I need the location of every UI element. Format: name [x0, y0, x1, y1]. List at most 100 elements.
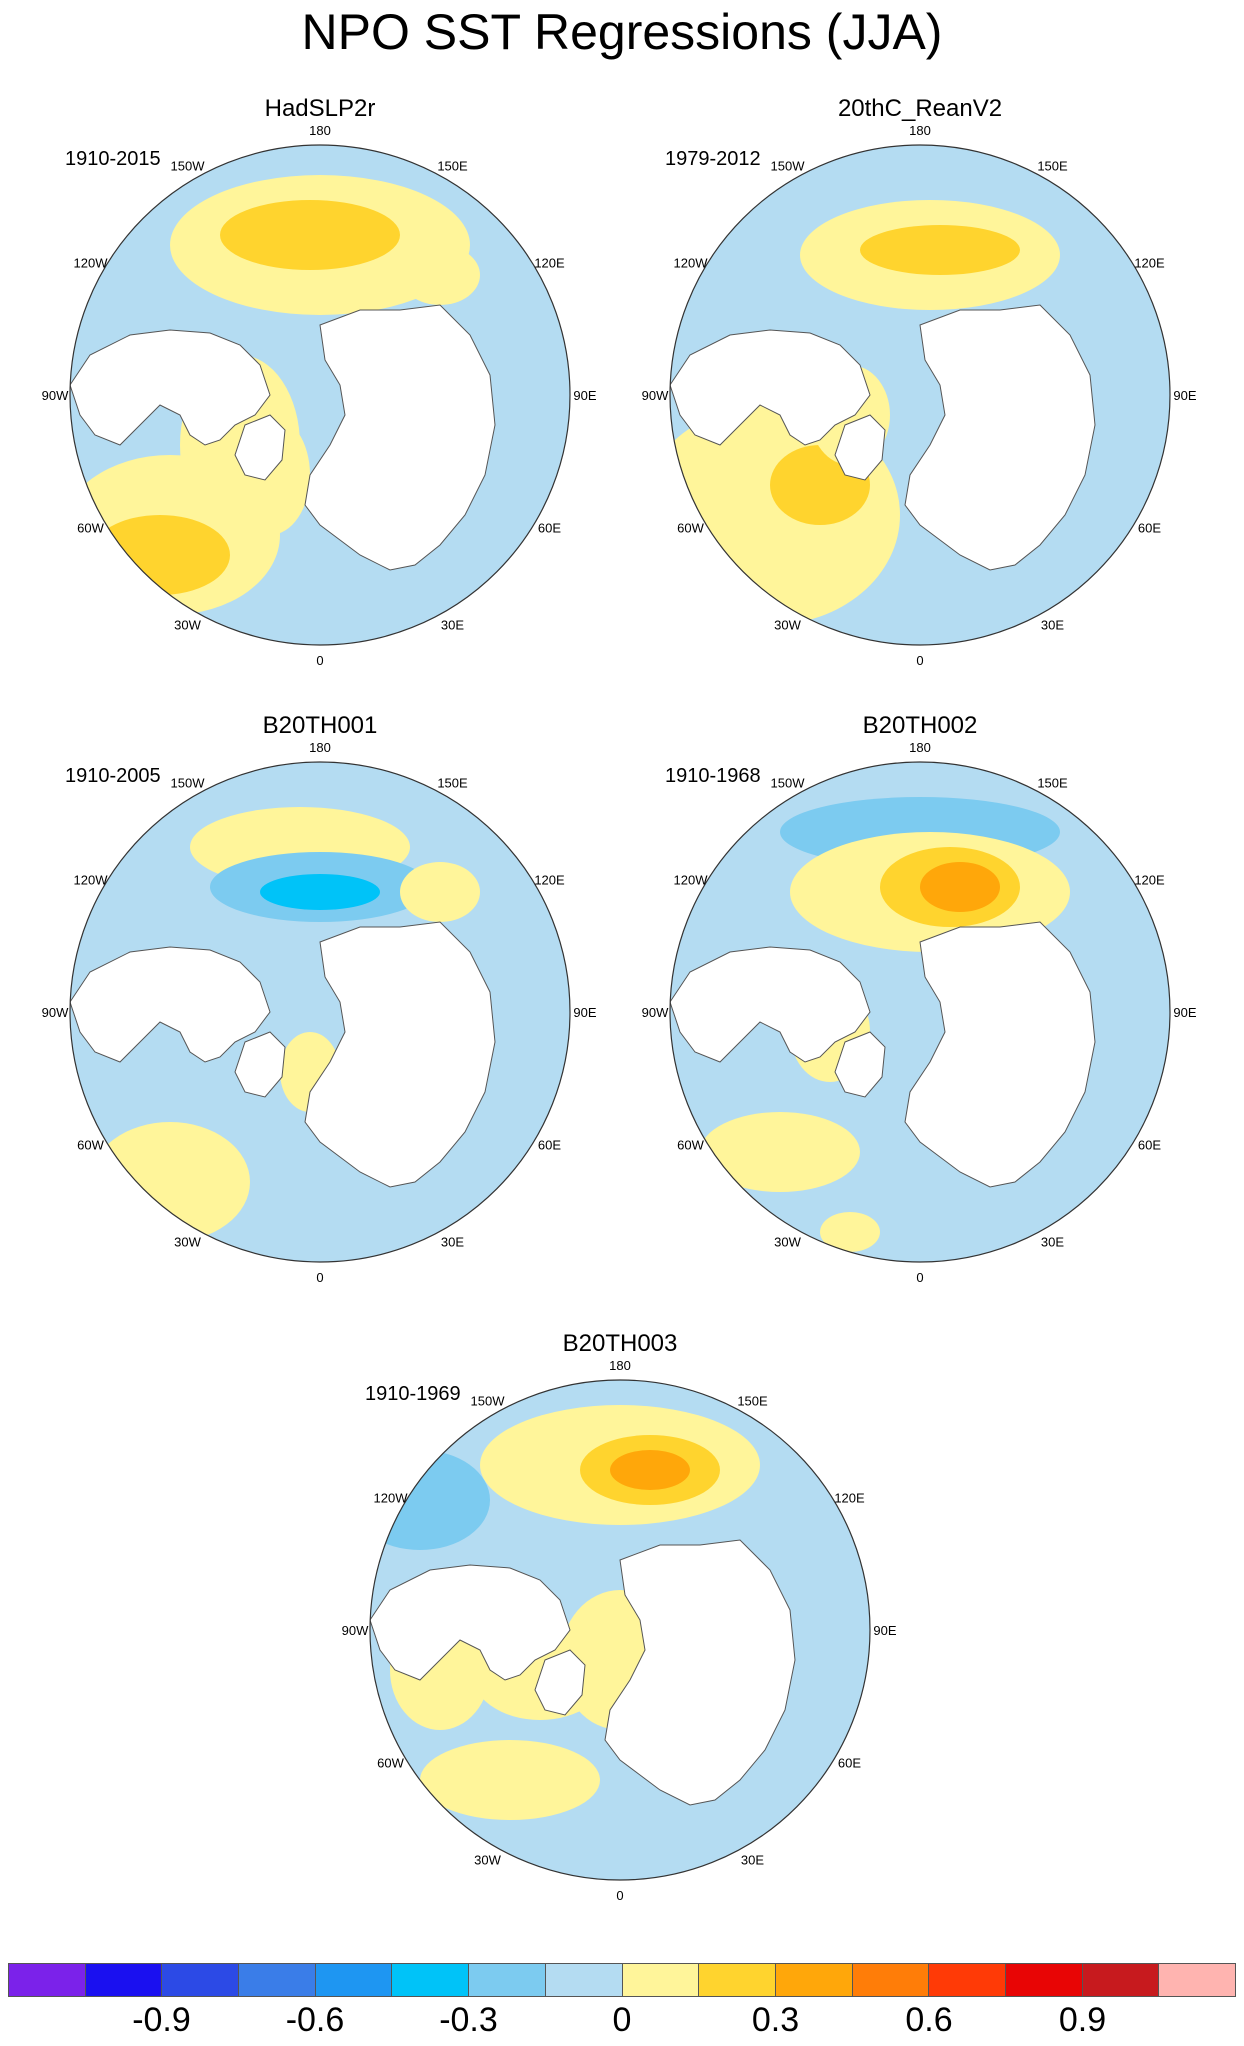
- sst-anomaly-region: [610, 1450, 690, 1490]
- panel-title: 20thC_ReanV2: [837, 95, 1003, 122]
- sst-anomaly-region: [920, 862, 1000, 912]
- longitude-label: 180: [909, 740, 931, 755]
- colorbar-swatch: [9, 1964, 86, 1996]
- longitude-label: 120E: [1134, 256, 1165, 271]
- land-mass: [70, 329, 271, 446]
- panel-period: 1910-2015: [65, 148, 161, 170]
- longitude-label: 90W: [42, 1005, 69, 1020]
- longitude-label: 60E: [538, 1138, 561, 1153]
- longitude-label: 120W: [674, 873, 709, 888]
- longitude-label: 60W: [77, 1138, 104, 1153]
- sst-anomaly-region: [400, 862, 480, 922]
- longitude-label: 180: [309, 123, 331, 138]
- land-mass: [834, 414, 886, 481]
- longitude-label: 0: [916, 653, 923, 668]
- sst-anomaly-region: [220, 200, 400, 270]
- polar-map: 180 150E 120E 90E 60E 30E 0 30W 60W 90W 120W 150W: [642, 740, 1197, 1285]
- sst-anomaly-region: [90, 515, 230, 595]
- land-mass: [604, 1539, 796, 1806]
- colorbar-swatch: [699, 1964, 776, 1996]
- longitude-label: 30W: [774, 618, 801, 633]
- panel-period: 1910-2005: [65, 765, 161, 787]
- map-panel-hadslp2r: HadSLP2r 1910-2015 180 150E 120E 90E 60E 30E 0…: [20, 95, 620, 695]
- colorbar-swatch: [392, 1964, 470, 1996]
- colorbar-tick-label: -0.6: [285, 2001, 345, 2039]
- land-mass: [534, 1649, 586, 1716]
- longitude-label: 120E: [534, 873, 565, 888]
- colorbar-tick-label: -0.3: [439, 2001, 498, 2039]
- sst-anomaly-region: [260, 874, 380, 910]
- longitude-label: 30W: [174, 618, 201, 633]
- longitude-label: 120E: [834, 1491, 865, 1506]
- longitude-label: 180: [309, 740, 331, 755]
- panel-period: 1910-1968: [665, 765, 761, 787]
- sst-anomaly-region: [400, 245, 480, 305]
- longitude-label: 30E: [441, 1235, 464, 1250]
- longitude-label: 120W: [374, 1491, 409, 1506]
- colorbar-swatch: [775, 1964, 853, 1996]
- longitude-label: 120E: [534, 256, 565, 271]
- sst-anomaly-region: [860, 225, 1020, 275]
- land-mass: [834, 1031, 886, 1098]
- land-mass: [70, 946, 271, 1063]
- sst-anomaly-region: [420, 1740, 600, 1820]
- land-mass: [234, 414, 286, 481]
- longitude-label: 0: [916, 1270, 923, 1285]
- longitude-label: 150W: [171, 776, 206, 791]
- map-boundary: [69, 761, 571, 1263]
- longitude-label: 60W: [677, 521, 704, 536]
- colorbar-tick-label: 0.3: [751, 2001, 800, 2039]
- land-mass: [304, 304, 496, 571]
- colorbar-swatch: [85, 1964, 163, 1996]
- colorbar-swatch: [1082, 1964, 1160, 1996]
- sst-anomaly-region: [90, 1122, 250, 1242]
- longitude-label: 150E: [1037, 159, 1068, 174]
- map-panel-b20th001: B20TH001 1910-2005 180 150E 120E 90E 60E 30E 0…: [20, 712, 620, 1312]
- colorbar-swatch: [929, 1964, 1006, 1996]
- panel-title: B20TH003: [562, 1330, 678, 1357]
- panel-period: 1910-1969: [365, 1383, 461, 1405]
- longitude-label: 90E: [1173, 388, 1196, 403]
- longitude-label: 60E: [538, 521, 561, 536]
- longitude-label: 90W: [642, 388, 669, 403]
- longitude-label: 90E: [873, 1623, 896, 1638]
- longitude-label: 0: [316, 653, 323, 668]
- longitude-label: 150E: [1037, 776, 1068, 791]
- longitude-label: 60E: [1138, 521, 1161, 536]
- longitude-label: 30W: [774, 1235, 801, 1250]
- land-mass: [904, 304, 1096, 571]
- longitude-label: 120W: [74, 256, 109, 271]
- map-boundary: [369, 1379, 871, 1881]
- panel-title: B20TH002: [862, 712, 978, 739]
- longitude-label: 180: [909, 123, 931, 138]
- colorbar-swatch: [239, 1964, 316, 1996]
- land-mass: [234, 1031, 286, 1098]
- longitude-label: 90E: [1173, 1005, 1196, 1020]
- longitude-label: 180: [609, 1358, 631, 1373]
- sst-anomaly-region: [700, 1112, 860, 1192]
- longitude-label: 150E: [437, 159, 468, 174]
- colorbar-tick-label: -0.9: [132, 2001, 191, 2039]
- longitude-label: 120W: [674, 256, 709, 271]
- longitude-label: 90W: [42, 388, 69, 403]
- colorbar-swatch: [315, 1964, 393, 1996]
- longitude-label: 90W: [642, 1005, 669, 1020]
- longitude-label: 150W: [471, 1394, 506, 1409]
- longitude-label: 30E: [441, 618, 464, 633]
- panel-title: HadSLP2r: [264, 95, 376, 122]
- longitude-label: 120E: [1134, 873, 1165, 888]
- colorbar-swatch: [1159, 1964, 1235, 1996]
- polar-map: 180 150E 120E 90E 60E 30E 0 30W 60W 90W 120W 150W: [42, 123, 597, 668]
- map-panel-b20th003: B20TH003 1910-1969 180 150E 120E 90E 60E 30E 0…: [320, 1330, 920, 1930]
- land-mass: [370, 1564, 571, 1681]
- map-panel-b20th002: B20TH002 1910-1968 180 150E 120E 90E 60E 30E 0…: [620, 712, 1220, 1312]
- longitude-label: 0: [616, 1888, 623, 1903]
- panel-title: B20TH001: [262, 712, 378, 739]
- longitude-label: 60W: [377, 1756, 404, 1771]
- map-panel-20thc-reanv2: 20thC_ReanV2 1979-2012 180 150E 120E 90E 60E…: [620, 95, 1220, 695]
- colorbar-swatch: [162, 1964, 240, 1996]
- colorbar-tick-label: 0.9: [1058, 2001, 1107, 2039]
- longitude-label: 150E: [737, 1394, 768, 1409]
- longitude-label: 60E: [838, 1756, 861, 1771]
- longitude-label: 150W: [771, 159, 806, 174]
